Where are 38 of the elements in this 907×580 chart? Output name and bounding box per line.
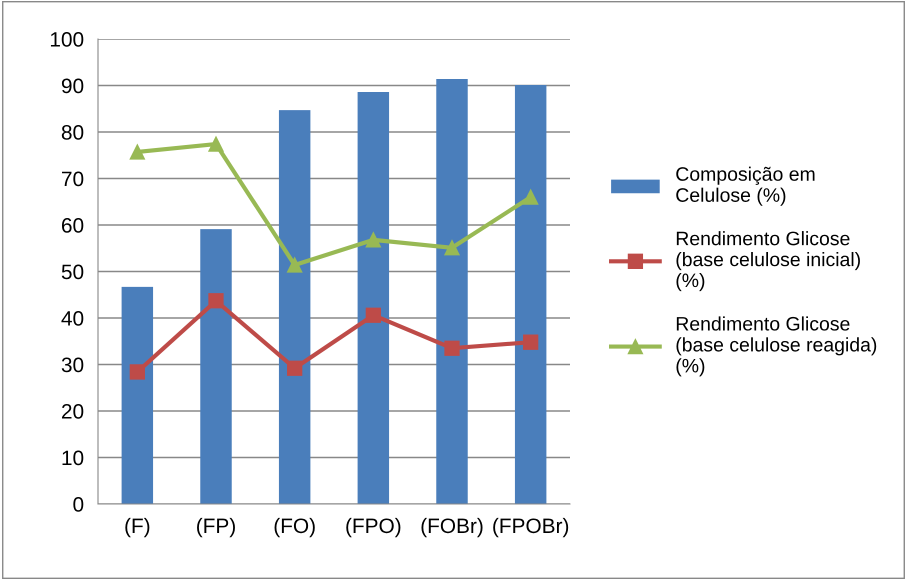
point — [287, 257, 302, 273]
point — [287, 360, 302, 376]
x-tick-label: (FP) — [197, 518, 235, 538]
y-tick-label: 0 — [73, 497, 84, 512]
x-tick-label: (FO) — [274, 518, 315, 538]
y-tick-label: 40 — [61, 311, 84, 326]
bar — [514, 85, 546, 504]
legend-label: Rendimento Glicose (base celulose inicial) (%) — [676, 231, 860, 292]
bar — [278, 110, 310, 504]
point — [444, 240, 460, 256]
bar — [122, 286, 154, 504]
y-tick-label: 100 — [50, 32, 84, 47]
point — [366, 232, 381, 248]
y-tick-label: 30 — [62, 358, 84, 372]
bar — [358, 92, 390, 504]
point — [523, 334, 538, 350]
point — [130, 144, 145, 160]
point — [366, 308, 381, 323]
x-tick-label: (F) — [125, 518, 150, 538]
y-tick-label: 50 — [62, 264, 84, 280]
point — [523, 189, 538, 205]
point — [208, 293, 224, 308]
bar — [200, 229, 232, 504]
y-tick-label: 10 — [62, 450, 84, 466]
point — [130, 364, 145, 380]
y-tick-label: 60 — [62, 218, 84, 233]
x-tick-label: (FPOBr) — [493, 518, 568, 538]
y-tick-label: 20 — [62, 404, 84, 419]
legend-label: Rendimento Glicose (base celulose reagida) (%) — [676, 316, 876, 376]
point — [208, 136, 224, 152]
point — [444, 340, 460, 356]
x-tick-label: (FOBr) — [421, 518, 483, 538]
y-tick-label: 70 — [62, 172, 84, 186]
x-tick-label: (FPO) — [346, 518, 400, 538]
legend-label: Composição em Celulose (%) — [676, 166, 814, 206]
y-tick-label: 80 — [62, 125, 84, 140]
y-tick-label: 90 — [62, 78, 84, 94]
bar — [436, 78, 468, 504]
